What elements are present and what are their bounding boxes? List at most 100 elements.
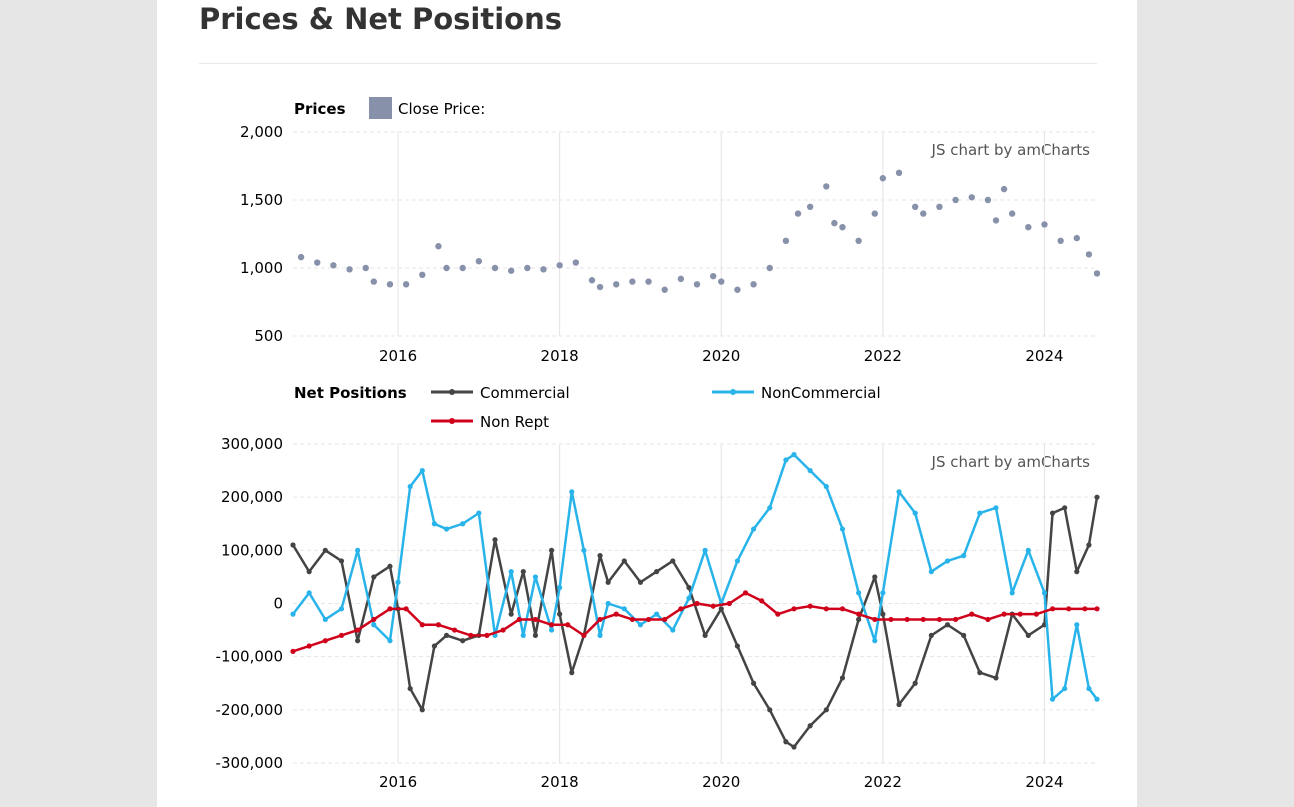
commercial-point[interactable] — [520, 569, 526, 575]
commercial-point[interactable] — [791, 744, 797, 750]
non-rept-point[interactable] — [920, 616, 926, 623]
commercial-point[interactable] — [355, 638, 361, 644]
non-rept-point[interactable] — [936, 616, 943, 623]
close-price-point[interactable] — [386, 281, 394, 288]
non-rept-point[interactable] — [645, 616, 652, 623]
commercial-point[interactable] — [928, 632, 934, 639]
non-rept-legend-item[interactable]: Non Rept — [431, 413, 549, 431]
noncommercial-point[interactable] — [856, 590, 862, 596]
noncommercial-point[interactable] — [407, 483, 413, 490]
close-price-point[interactable] — [1057, 237, 1064, 244]
commercial-point[interactable] — [492, 537, 498, 543]
commercial-point[interactable] — [1094, 494, 1100, 500]
noncommercial-point[interactable] — [654, 611, 660, 617]
noncommercial-point[interactable] — [944, 558, 951, 564]
commercial-point[interactable] — [823, 707, 829, 713]
noncommercial-point[interactable] — [702, 547, 708, 553]
noncommercial-point[interactable] — [1094, 696, 1100, 702]
non-rept-point[interactable] — [888, 616, 894, 623]
commercial-point[interactable] — [637, 579, 644, 585]
commercial-point[interactable] — [880, 611, 886, 617]
non-rept-point[interactable] — [435, 622, 442, 628]
noncommercial-point[interactable] — [896, 489, 902, 495]
noncommercial-point[interactable] — [1025, 547, 1031, 553]
non-rept-point[interactable] — [1049, 606, 1056, 612]
commercial-point[interactable] — [977, 670, 983, 676]
noncommercial-point[interactable] — [597, 632, 603, 639]
commercial-point[interactable] — [670, 558, 676, 564]
close-price-point[interactable] — [782, 237, 790, 244]
non-rept-point[interactable] — [484, 632, 490, 639]
commercial-point[interactable] — [605, 579, 611, 585]
noncommercial-point[interactable] — [928, 569, 934, 575]
non-rept-point[interactable] — [710, 603, 716, 609]
commercial-point[interactable] — [443, 632, 450, 639]
close-price-point[interactable] — [459, 264, 466, 272]
commercial-point[interactable] — [856, 616, 862, 623]
close-price-point[interactable] — [1000, 185, 1008, 193]
close-price-point[interactable] — [911, 203, 919, 210]
close-price-point[interactable] — [645, 278, 652, 285]
commercial-point[interactable] — [912, 680, 918, 686]
noncommercial-point[interactable] — [880, 590, 886, 596]
noncommercial-point[interactable] — [419, 467, 425, 474]
commercial-point[interactable] — [557, 611, 563, 617]
commercial-point[interactable] — [407, 685, 413, 692]
commercial-point[interactable] — [387, 563, 393, 569]
close-price-point[interactable] — [540, 266, 547, 273]
close-price-point[interactable] — [1025, 224, 1032, 231]
close-price-legend-label[interactable]: Close Price: — [398, 100, 485, 118]
noncommercial-point[interactable] — [734, 558, 741, 564]
commercial-point[interactable] — [306, 569, 312, 575]
non-rept-point[interactable] — [565, 622, 571, 628]
commercial-point[interactable] — [460, 638, 466, 644]
close-price-point[interactable] — [1008, 210, 1016, 217]
noncommercial-legend-item[interactable]: NonCommercial — [712, 384, 881, 402]
non-rept-point[interactable] — [678, 606, 684, 612]
close-price-point[interactable] — [952, 196, 959, 204]
commercial-point[interactable] — [686, 584, 692, 591]
non-rept-point[interactable] — [791, 606, 797, 612]
noncommercial-point[interactable] — [807, 467, 813, 474]
noncommercial-point[interactable] — [431, 521, 438, 527]
commercial-point[interactable] — [993, 675, 999, 681]
noncommercial-point[interactable] — [460, 521, 466, 527]
noncommercial-point[interactable] — [670, 627, 676, 633]
noncommercial-point[interactable] — [1049, 696, 1056, 702]
commercial-point[interactable] — [322, 547, 328, 553]
noncommercial-point[interactable] — [605, 600, 611, 607]
commercial-point[interactable] — [508, 611, 514, 617]
non-rept-point[interactable] — [1017, 611, 1023, 617]
close-price-point[interactable] — [1093, 270, 1101, 277]
net-positions-credit[interactable]: JS chart by amCharts — [931, 453, 1091, 471]
close-price-point[interactable] — [968, 194, 975, 201]
close-price-point[interactable] — [330, 262, 337, 269]
commercial-point[interactable] — [718, 606, 724, 612]
noncommercial-point[interactable] — [977, 510, 983, 516]
commercial-point[interactable] — [371, 574, 377, 580]
close-price-point[interactable] — [443, 264, 450, 272]
noncommercial-point[interactable] — [290, 611, 296, 617]
close-price-point[interactable] — [693, 281, 701, 288]
noncommercial-point[interactable] — [557, 584, 563, 591]
close-price-point[interactable] — [419, 271, 426, 278]
commercial-point[interactable] — [569, 670, 575, 676]
noncommercial-point[interactable] — [306, 590, 312, 596]
close-price-point[interactable] — [629, 278, 636, 285]
close-price-point[interactable] — [839, 224, 846, 231]
non-rept-point[interactable] — [1094, 606, 1100, 612]
noncommercial-point[interactable] — [581, 547, 587, 553]
non-rept-point[interactable] — [322, 638, 328, 644]
close-price-point[interactable] — [435, 243, 442, 250]
close-price-point[interactable] — [677, 275, 685, 283]
non-rept-point[interactable] — [694, 600, 700, 607]
noncommercial-point[interactable] — [532, 574, 539, 580]
commercial-point[interactable] — [839, 675, 846, 681]
non-rept-point[interactable] — [290, 648, 296, 654]
close-price-point[interactable] — [750, 281, 757, 288]
close-price-point[interactable] — [370, 278, 378, 285]
non-rept-point[interactable] — [1033, 611, 1039, 617]
prices-chart[interactable]: Prices Close Price: JS chart by amCharts… — [157, 0, 1137, 370]
commercial-point[interactable] — [767, 707, 773, 713]
close-price-point[interactable] — [920, 210, 927, 217]
